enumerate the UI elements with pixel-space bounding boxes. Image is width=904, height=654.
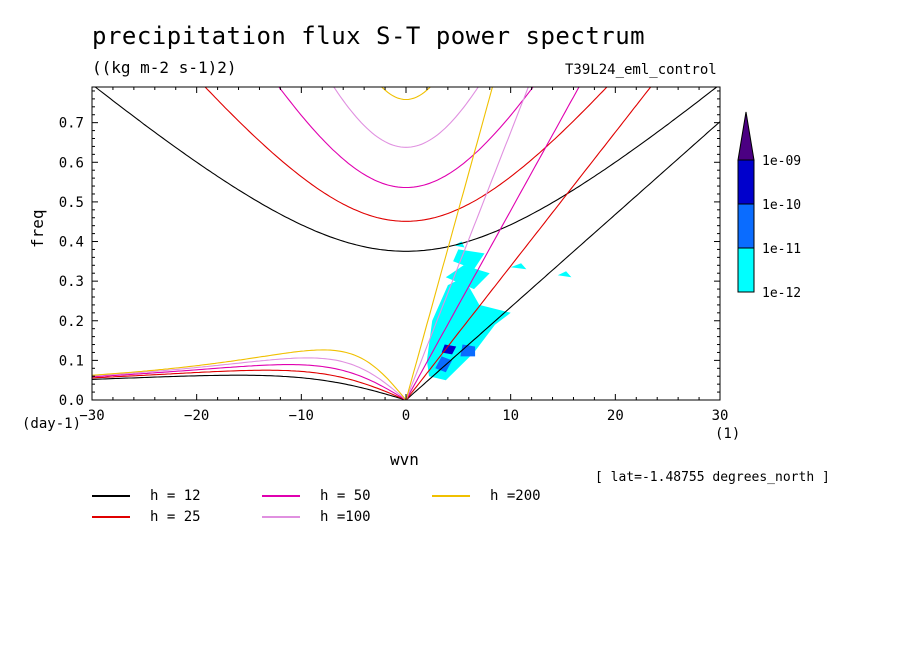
power-region-1e-10 bbox=[441, 344, 457, 355]
power-region-1e-12 bbox=[557, 271, 572, 278]
y-tick-label: 0.4 bbox=[59, 235, 84, 251]
legend-item: h = 25 bbox=[92, 509, 201, 525]
kelvin-curve bbox=[405, 87, 494, 400]
y-tick-label: 0.0 bbox=[59, 393, 84, 409]
inertia-gravity-curve bbox=[333, 87, 479, 148]
legend-swatch bbox=[262, 495, 300, 497]
legend-label: h =200 bbox=[490, 488, 541, 504]
legend-item: h =200 bbox=[432, 488, 541, 504]
legend-label: h = 50 bbox=[320, 488, 371, 504]
legend-label: h =100 bbox=[320, 509, 371, 525]
power-region-1e-11 bbox=[435, 356, 453, 373]
y-tick-label: 0.6 bbox=[59, 155, 84, 171]
x-tick-label: 30 bbox=[712, 408, 729, 424]
legend-item: h =100 bbox=[262, 509, 371, 525]
legend-item: h = 50 bbox=[262, 488, 371, 504]
kelvin-curve bbox=[405, 121, 720, 400]
x-tick-label: 10 bbox=[502, 408, 519, 424]
rossby-curve bbox=[92, 357, 407, 400]
y-axis-label: freq bbox=[28, 209, 47, 248]
rossby-curve bbox=[92, 364, 407, 400]
inertia-gravity-curve bbox=[380, 87, 432, 101]
y-tick-label: 0.3 bbox=[59, 274, 84, 290]
colorbar-segment bbox=[737, 203, 755, 249]
legend-swatch bbox=[262, 516, 300, 518]
kelvin-curve bbox=[405, 87, 529, 400]
power-region-1e-11 bbox=[460, 344, 476, 357]
colorbar-label: 1e-09 bbox=[762, 154, 801, 169]
kelvin-curve bbox=[405, 87, 580, 400]
colorbar-segment bbox=[737, 247, 755, 293]
legend-swatch bbox=[92, 495, 130, 497]
chart-title: precipitation flux S-T power spectrum bbox=[92, 22, 646, 50]
rossby-curve bbox=[92, 374, 407, 400]
legend-item: h = 12 bbox=[92, 488, 201, 504]
x-tick-label: 0 bbox=[402, 408, 410, 424]
inertia-gravity-curve bbox=[278, 87, 534, 189]
rossby-curve bbox=[92, 349, 407, 400]
colorbar-label: 1e-10 bbox=[762, 198, 801, 213]
power-region-1e-12 bbox=[453, 249, 485, 270]
inertia-gravity-curve bbox=[204, 87, 608, 222]
legend-label: h = 25 bbox=[150, 509, 201, 525]
colorbar-label: 1e-12 bbox=[762, 286, 801, 301]
legend-label: h = 12 bbox=[150, 488, 201, 504]
x-tick-label: −20 bbox=[184, 408, 209, 424]
y-tick-label: 0.5 bbox=[59, 195, 84, 211]
inertia-gravity-curve bbox=[94, 87, 718, 252]
kelvin-curve bbox=[405, 87, 652, 400]
colorbar-label: 1e-11 bbox=[762, 242, 801, 257]
latitude-note: [ lat=-1.48755 degrees_north ] bbox=[595, 470, 830, 485]
run-name: T39L24_eml_control bbox=[565, 62, 717, 78]
x-tick-label: −10 bbox=[289, 408, 314, 424]
plot-frame bbox=[91, 86, 721, 401]
y-axis-unit: (1) bbox=[715, 426, 741, 442]
colorbar-top-triangle bbox=[737, 111, 755, 161]
colorbar-segment bbox=[737, 159, 755, 205]
x-axis-label: wvn bbox=[390, 450, 419, 469]
power-region-1e-12 bbox=[426, 277, 511, 381]
x-axis-unit: (day-1) bbox=[22, 416, 82, 432]
chart-units: ((kg m-2 s-1)2) bbox=[92, 58, 237, 77]
power-region-1e-12 bbox=[510, 263, 527, 270]
legend-swatch bbox=[92, 516, 130, 518]
y-tick-label: 0.7 bbox=[59, 116, 84, 132]
x-tick-label: −30 bbox=[79, 408, 104, 424]
y-tick-label: 0.1 bbox=[59, 353, 84, 369]
y-tick-label: 0.2 bbox=[59, 314, 84, 330]
legend-swatch bbox=[432, 495, 470, 497]
rossby-curve bbox=[92, 369, 407, 400]
x-tick-label: 20 bbox=[607, 408, 624, 424]
